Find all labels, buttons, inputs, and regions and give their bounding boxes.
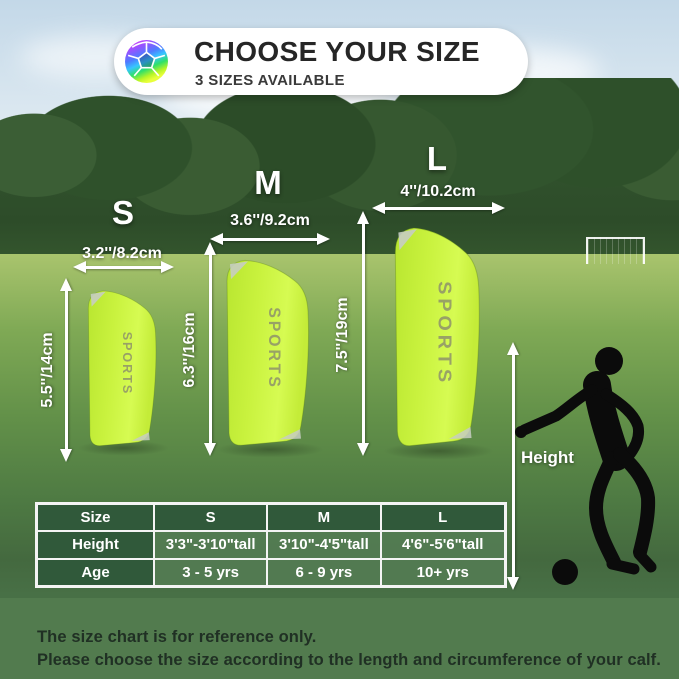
table-cell-height-s: 3'3"-3'10"tall [154, 531, 268, 559]
soccer-ball-icon [125, 40, 168, 83]
width-arrow-s [73, 261, 174, 273]
sports-logo-text: SPORTS [120, 332, 135, 395]
table-header-size: Size [37, 504, 154, 532]
footer-note-line2: Please choose the size according to the … [37, 651, 661, 669]
height-dimension-label-m: 6.3''/16cm [181, 312, 198, 388]
player-height-arrow [507, 342, 519, 590]
footer-note-line1: The size chart is for reference only. [37, 628, 317, 646]
banner: CHOOSE YOUR SIZE 3 SIZES AVAILABLE [114, 28, 528, 95]
table-cell-height-m: 3'10"-4'5"tall [267, 531, 381, 559]
size-letter-m: M [254, 164, 282, 201]
size-table: Size S M L Height 3'3"-3'10"tall 3'10"-4… [35, 502, 507, 588]
banner-subtitle: 3 SIZES AVAILABLE [195, 72, 345, 89]
height-dimension-label-s: 5.5''/14cm [39, 332, 56, 408]
shinguard-l: SPORTS [385, 217, 488, 449]
height-arrow-l [357, 211, 369, 456]
shinguard-shadow [381, 442, 496, 460]
width-dimension-label-s: 3.2''/8.2cm [82, 245, 162, 262]
table-header-m: M [267, 504, 381, 532]
banner-title: CHOOSE YOUR SIZE [194, 36, 480, 67]
footer-background [0, 598, 679, 679]
width-dimension-label-l: 4''/10.2cm [400, 183, 476, 200]
table-row-label-height: Height [37, 531, 154, 559]
player-height-label: Height [521, 448, 574, 467]
size-letter-l: L [426, 140, 448, 177]
height-arrow-m [204, 242, 216, 456]
sports-logo-text: SPORTS [434, 281, 454, 386]
shinguard-m: SPORTS [217, 251, 317, 448]
width-arrow-m [210, 233, 330, 245]
table-cell-age-s: 3 - 5 yrs [154, 558, 268, 586]
shinguard-s: SPORTS [80, 283, 163, 448]
soccer-ball [552, 559, 578, 585]
player-silhouette [515, 347, 657, 585]
table-cell-height-l: 4'6"-5'6"tall [380, 531, 505, 559]
width-dimension-label-m: 3.6''/9.2cm [230, 212, 310, 229]
table-header-l: L [380, 504, 505, 532]
height-arrow-s [60, 278, 72, 462]
size-letter-s: S [111, 194, 134, 231]
height-dimension-label-l: 7.5''/19cm [334, 297, 351, 373]
sports-logo-text: SPORTS [265, 307, 284, 389]
soccer-goal [586, 237, 645, 264]
table-cell-age-m: 6 - 9 yrs [267, 558, 381, 586]
table-row-label-age: Age [37, 558, 154, 586]
width-arrow-l [372, 202, 505, 214]
tree-line [0, 78, 679, 262]
table-header-s: S [154, 504, 268, 532]
table-cell-age-l: 10+ yrs [380, 558, 505, 586]
